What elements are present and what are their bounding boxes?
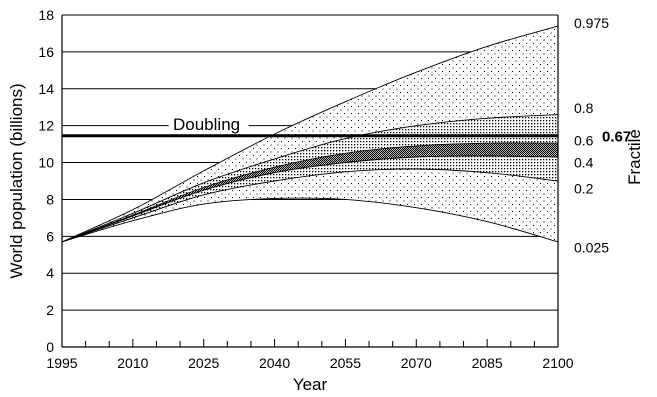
fractile-label-0.2: 0.2 [574, 180, 594, 196]
fractile-curve-0.6 [61, 142, 559, 243]
y-tick-label-14: 14 [38, 81, 54, 97]
x-tick-label-2040: 2040 [259, 355, 290, 371]
fractile-label-0.6: 0.6 [574, 132, 594, 148]
fractile-axis-title: Fractile [625, 129, 644, 185]
y-tick-label-16: 16 [38, 44, 54, 60]
y-tick-label-10: 10 [38, 155, 54, 171]
y-tick-label-8: 8 [46, 191, 54, 207]
x-tick-labels: 1995 2010 2025 2040 2055 2070 2085 2100 [46, 355, 573, 371]
band-0.8-0.975 [62, 26, 558, 242]
y-tick-label-6: 6 [46, 228, 54, 244]
y-tick-label-12: 12 [38, 118, 54, 134]
fractile-label-0.67: 0.67 [602, 129, 631, 146]
doubling-label: Doubling [173, 115, 240, 134]
fractile-curves [61, 25, 559, 243]
fractile-labels: 0.975 0.8 0.6 0.67 0.4 0.2 0.025 [574, 15, 631, 255]
y-tick-label-18: 18 [38, 7, 54, 23]
x-tick-label-2100: 2100 [542, 355, 573, 371]
fractile-label-0.4: 0.4 [574, 155, 594, 171]
x-tick-label-2055: 2055 [330, 355, 361, 371]
y-tick-label-4: 4 [46, 265, 54, 281]
doubling-label-bg [168, 115, 249, 133]
x-axis-title: Year [293, 375, 328, 394]
y-tick-label-0: 0 [46, 339, 54, 355]
x-tick-label-2070: 2070 [401, 355, 432, 371]
y-tick-label-2: 2 [46, 302, 54, 318]
y-tick-labels: 0 2 4 6 8 10 12 14 16 18 [38, 7, 54, 355]
y-axis-title: World population (billions) [7, 83, 26, 278]
fractile-label-0.8: 0.8 [574, 100, 594, 116]
band-0.025-0.2 [62, 168, 558, 242]
fractile-curve-0.8 [61, 114, 559, 243]
fractile-curve-0.2 [61, 168, 559, 243]
x-tick-label-1995: 1995 [46, 355, 77, 371]
x-tick-label-2010: 2010 [117, 355, 148, 371]
x-tick-label-2025: 2025 [188, 355, 219, 371]
fractile-curve-0.025 [61, 197, 559, 243]
x-tick-label-2085: 2085 [472, 355, 503, 371]
fractile-bands [62, 26, 558, 242]
band-0.4-0.6 [62, 142, 558, 242]
fractile-curve-0.975 [61, 25, 559, 243]
fractile-label-0.975: 0.975 [574, 15, 609, 31]
fractile-curve-0.4 [61, 155, 559, 243]
band-0.6-0.8 [62, 114, 558, 242]
fractile-label-0.025: 0.025 [574, 239, 609, 255]
axes [61, 15, 559, 348]
band-0.2-0.4 [62, 156, 558, 242]
